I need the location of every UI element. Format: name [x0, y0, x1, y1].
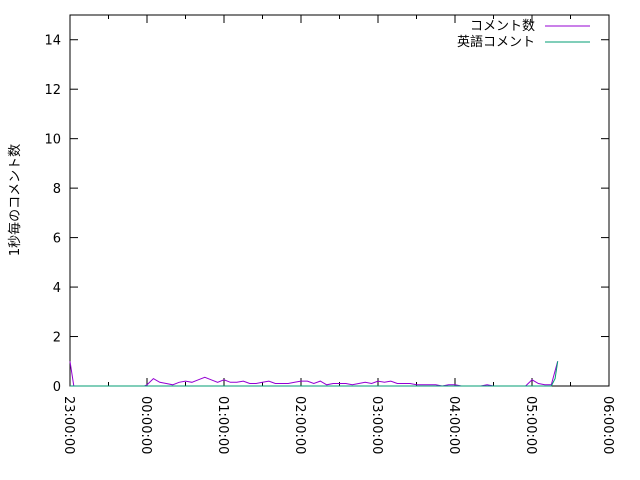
series-line-0	[69, 361, 559, 387]
legend-label-0: コメント数	[470, 19, 535, 34]
x-tick-label: 03:00:00	[369, 396, 384, 454]
x-tick-label: 05:00:00	[523, 396, 538, 454]
x-tick-label: 01:00:00	[215, 396, 230, 454]
plot-border	[69, 14, 610, 387]
y-tick-label: 10	[44, 133, 61, 148]
y-tick-label: 4	[53, 281, 61, 296]
ticks: 0 2 4 6 8 10 12 14 23:00:00 00:00:00 01:00:00 02:00…	[44, 15, 615, 454]
axes	[69, 14, 610, 387]
legend-label-1: 英語コメント	[457, 34, 535, 50]
y-tick-label: 8	[53, 182, 61, 197]
series-lines	[69, 361, 559, 387]
x-tick-label: 23:00:00	[61, 396, 76, 454]
series-line-1	[70, 361, 559, 387]
y-tick-label: 0	[53, 380, 61, 395]
y-tick-label: 12	[44, 83, 61, 98]
y-axis-label: 1秒毎のコメント数	[7, 144, 23, 256]
x-tick-label: 02:00:00	[292, 396, 307, 454]
legend: コメント数 英語コメント	[457, 19, 590, 50]
x-tick-label: 00:00:00	[138, 396, 153, 454]
y-tick-label: 6	[53, 232, 61, 247]
x-tick-label: 06:00:00	[600, 396, 615, 454]
y-tick-label: 2	[53, 331, 61, 346]
x-tick-label: 04:00:00	[446, 396, 461, 454]
y-tick-label: 14	[44, 34, 61, 49]
